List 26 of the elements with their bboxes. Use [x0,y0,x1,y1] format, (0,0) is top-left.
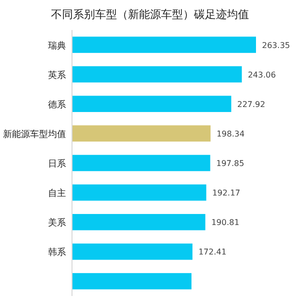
data-label: 227.92 [237,100,266,109]
data-label: 197.85 [216,159,244,168]
y-tick-label: 英系 [48,70,66,81]
bar [72,96,232,112]
y-tick-label: 瑞典 [48,40,66,52]
bar [72,273,192,290]
y-tick-label: 日系 [48,158,66,170]
bar [72,244,192,260]
bar [72,184,206,201]
bar [72,66,242,82]
y-tick-label: 韩系 [48,247,66,258]
data-label: 192.17 [212,188,240,198]
y-tick-label: 新能源车型均值 [3,128,66,140]
data-label: 172.41 [198,248,226,257]
y-tick-label: 德系 [48,99,66,110]
y-tick-label: 自主 [48,188,66,200]
y-tick-label: 美系 [48,218,66,229]
data-label: 263.35 [262,40,290,50]
data-label: 190.81 [211,218,240,228]
chart-title: 不同系别车型（新能源车型）碳足迹均值 [51,8,249,21]
bar [72,154,210,172]
bar [72,125,211,142]
data-label: 198.34 [216,129,245,138]
bar [72,214,206,230]
data-label: 243.06 [248,70,276,80]
bar [72,36,256,53]
